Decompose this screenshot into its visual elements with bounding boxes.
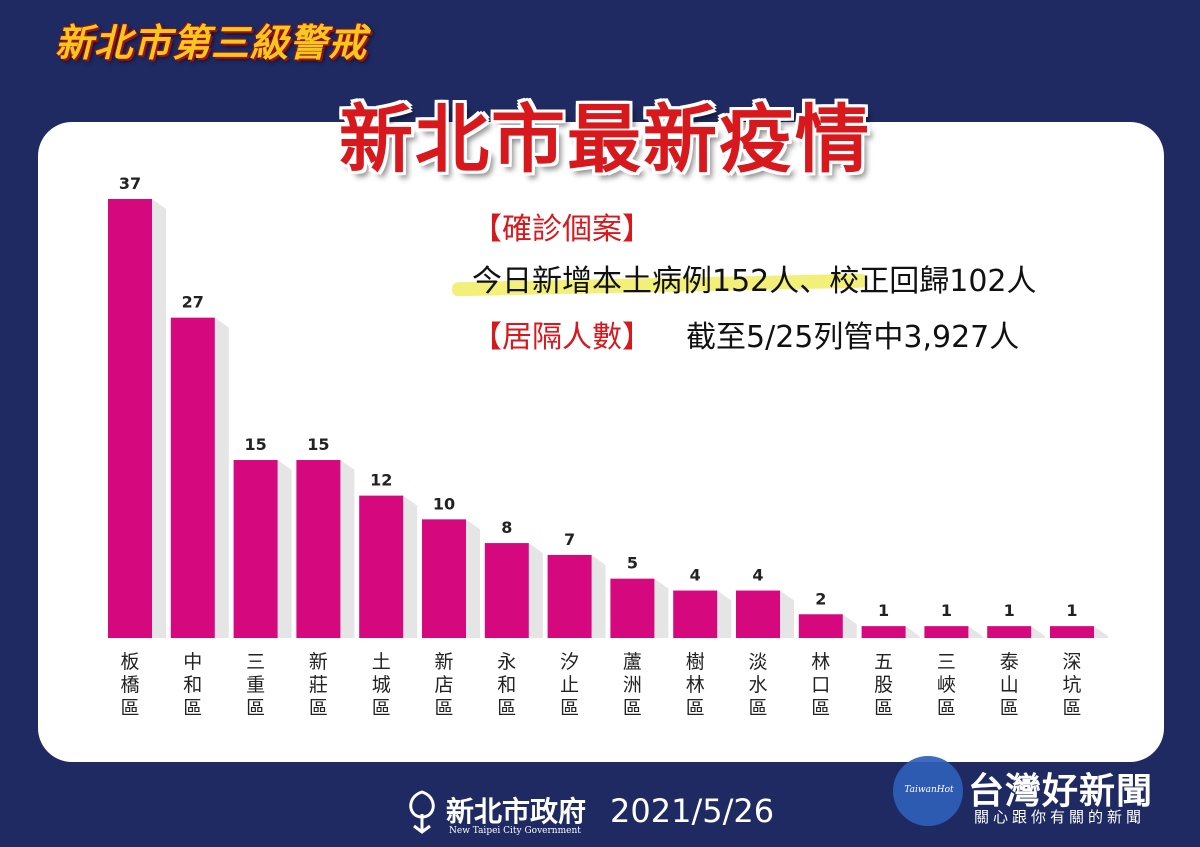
isolation-label: 【居隔人數】 xyxy=(472,320,652,355)
cases-label: 【確診個案】 xyxy=(472,212,652,247)
category-label: 淡水區 xyxy=(748,651,767,719)
category-label: 樹林區 xyxy=(686,651,705,719)
category-label: 新莊區 xyxy=(309,651,328,719)
watermark-name: 台灣好新聞 xyxy=(968,771,1154,812)
footer-org-name-en: New Taipei City Government xyxy=(449,826,581,836)
category-label: 板橋區 xyxy=(120,651,139,719)
watermark-logo-icon xyxy=(893,756,963,826)
bar xyxy=(547,554,592,638)
bar-value-label: 4 xyxy=(690,566,701,585)
isolation-text: 截至5/25列管中3,927人 xyxy=(686,320,1020,355)
bar xyxy=(673,590,718,638)
bar xyxy=(987,626,1032,638)
bar-shadow xyxy=(1094,626,1108,638)
chart-panel xyxy=(38,122,1164,762)
bar xyxy=(484,543,529,638)
bar-value-label: 15 xyxy=(244,435,266,454)
bar-shadow xyxy=(905,626,920,638)
bar-shadow xyxy=(528,543,543,638)
bar-value-label: 15 xyxy=(307,435,329,454)
category-label: 汐止區 xyxy=(560,651,579,719)
bar xyxy=(108,199,152,638)
bar-shadow xyxy=(340,460,355,638)
bar-value-label: 1 xyxy=(941,601,952,620)
category-label: 深坑區 xyxy=(1062,651,1081,719)
cases-text: 今日新增本土病例152人、校正回歸102人 xyxy=(472,264,1037,299)
bar xyxy=(359,495,404,638)
bar-value-label: 1 xyxy=(878,601,889,620)
bar-shadow xyxy=(968,626,983,638)
bar-shadow xyxy=(780,590,794,638)
bar-shadow xyxy=(403,495,418,638)
bar-value-label: 8 xyxy=(501,518,512,537)
bar xyxy=(422,519,466,638)
bar-shadow xyxy=(277,460,292,638)
category-label: 永和區 xyxy=(497,651,516,719)
bar-shadow xyxy=(591,554,606,638)
category-label: 中和區 xyxy=(183,651,202,719)
category-label: 三峽區 xyxy=(937,651,956,719)
bar-value-label: 1 xyxy=(1066,601,1077,620)
page-title: 新北市最新疫情 xyxy=(339,97,871,183)
bar-value-label: 5 xyxy=(627,554,638,573)
category-label: 三重區 xyxy=(246,651,265,719)
category-label: 林口區 xyxy=(811,651,830,719)
bar xyxy=(798,614,843,638)
category-label: 泰山區 xyxy=(1000,651,1019,719)
footer-date: 2021/5/26 xyxy=(610,792,775,830)
new-taipei-logo-icon xyxy=(409,790,435,834)
bar-shadow xyxy=(1031,626,1046,638)
bar xyxy=(1050,626,1094,638)
bar-value-label: 27 xyxy=(182,293,204,312)
alert-level-title: 新北市第三級警戒 xyxy=(55,21,368,65)
bar xyxy=(610,578,655,638)
category-label: 新店區 xyxy=(434,651,453,719)
bar-value-label: 1 xyxy=(1004,601,1015,620)
category-label: 五股區 xyxy=(874,651,893,719)
bar xyxy=(736,590,780,638)
bar-shadow xyxy=(654,578,669,638)
bar xyxy=(170,317,215,638)
watermark-slogan: 關心跟你有關的新聞 xyxy=(974,808,1146,826)
bar-value-label: 4 xyxy=(752,566,763,585)
bar-value-label: 12 xyxy=(370,471,392,490)
watermark-logo-text: TaiwanHot xyxy=(904,785,954,795)
category-label: 土城區 xyxy=(372,651,391,719)
bar-value-label: 2 xyxy=(815,589,826,608)
footer-org-name: 新北市政府 xyxy=(446,795,587,828)
bar xyxy=(924,626,969,638)
bar-shadow xyxy=(717,590,732,638)
bar-value-label: 37 xyxy=(119,174,141,193)
bar-shadow xyxy=(842,614,857,638)
bar xyxy=(233,460,278,638)
bar xyxy=(296,460,341,638)
bar-shadow xyxy=(152,199,166,638)
bar-value-label: 10 xyxy=(433,494,455,513)
bar-shadow xyxy=(466,519,480,638)
bar-value-label: 7 xyxy=(564,530,575,549)
bar-shadow xyxy=(214,317,229,638)
bar xyxy=(861,626,906,638)
category-label: 蘆洲區 xyxy=(623,651,642,719)
